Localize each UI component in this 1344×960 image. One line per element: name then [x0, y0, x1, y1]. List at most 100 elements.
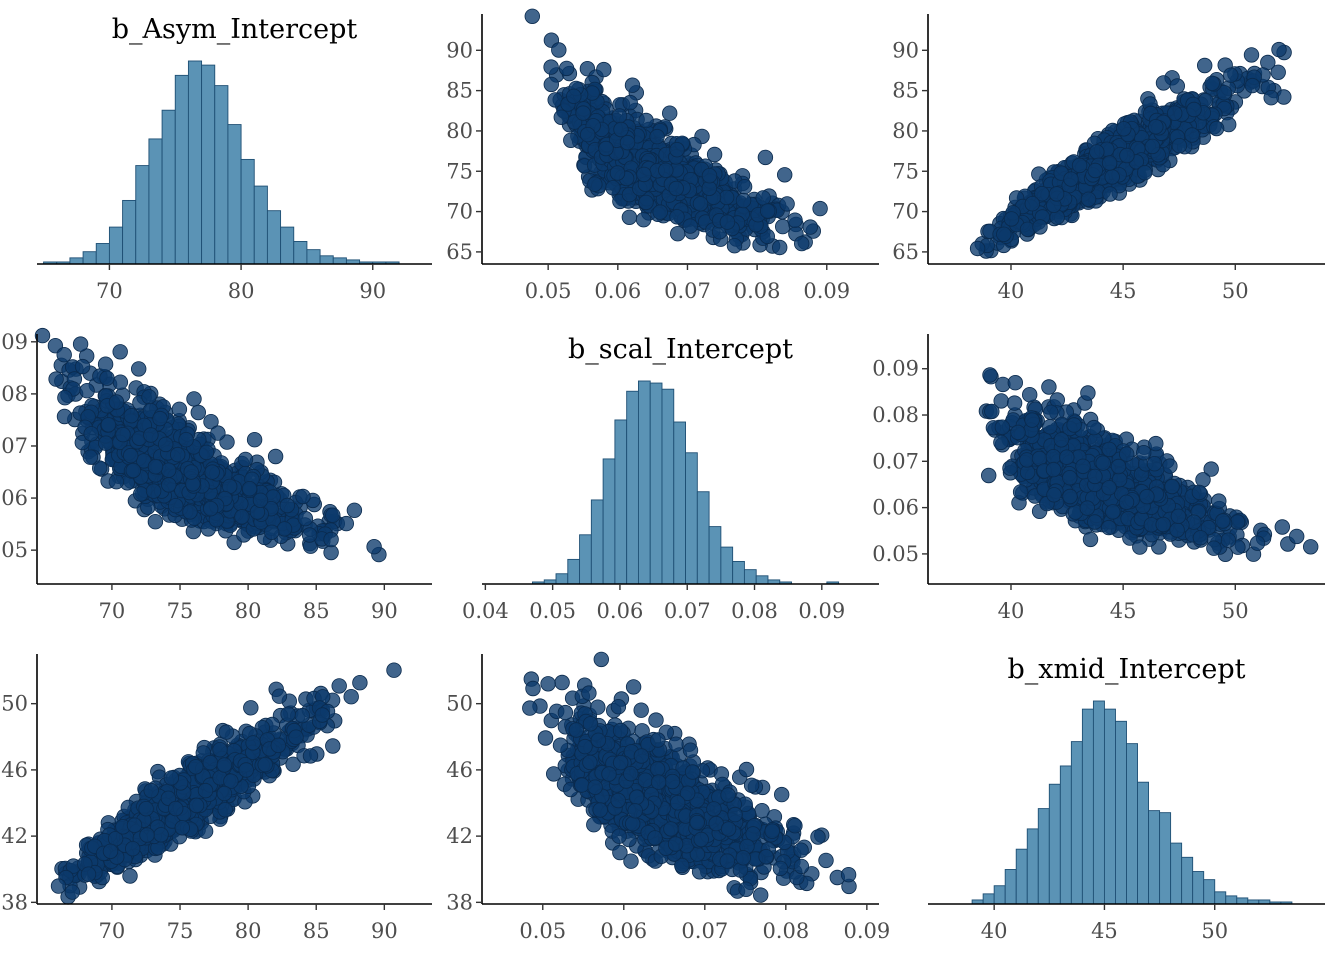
histogram-bar [69, 257, 84, 265]
scatter-point [638, 112, 654, 129]
scatter-point [1101, 441, 1118, 458]
scatter-point [125, 462, 142, 479]
scatter-point [325, 507, 341, 523]
scatter-point [566, 88, 582, 105]
scatter-point [1045, 461, 1062, 478]
histogram-bar [555, 573, 569, 585]
histogram-bar [579, 534, 592, 585]
scatter-point [56, 347, 72, 363]
y-tick-label: 0.08 [0, 382, 28, 406]
scatter-point [662, 105, 678, 121]
scatter-point [1032, 219, 1048, 235]
scatter-point [279, 497, 296, 514]
scatter-point [668, 180, 684, 197]
scatter-point [558, 60, 575, 77]
scatter-point [123, 408, 140, 424]
histogram-bar [253, 185, 268, 265]
scatter-point [1223, 67, 1239, 83]
histogram-bar [696, 491, 710, 585]
y-tick-label: 90 [892, 38, 919, 62]
scatter-point [580, 126, 596, 143]
scatter-point [331, 678, 347, 694]
scatter-point [132, 486, 149, 502]
scatter-point [1302, 539, 1319, 555]
histogram-bar [649, 382, 663, 585]
scatter-point [1184, 127, 1200, 143]
scatter-point [1288, 528, 1305, 545]
scatter-point [1105, 504, 1121, 520]
scatter-point [652, 204, 668, 220]
scatter-point [97, 356, 114, 372]
scatter-point [1249, 535, 1266, 551]
scatter-point [1243, 47, 1260, 63]
y-tick-label: 70 [892, 200, 919, 224]
y-tick-label: 0.05 [872, 542, 919, 566]
scatter-point [692, 196, 709, 212]
scatter-point [624, 77, 641, 93]
scatter-point [1006, 395, 1023, 411]
histogram-bar [661, 388, 675, 585]
histogram-bar [135, 165, 150, 265]
scatter-point [719, 214, 736, 230]
scatter-point [161, 477, 177, 493]
histogram-bar [227, 124, 242, 265]
scatter-point [1146, 456, 1163, 472]
scatter-point [969, 240, 986, 257]
scatter-point [1208, 120, 1225, 137]
scatter-point [74, 358, 91, 375]
x-tick-label: 50 [1222, 599, 1249, 623]
scatter-point [1136, 164, 1153, 181]
scatter-point [243, 700, 259, 716]
scatter-point [325, 738, 341, 754]
x-tick-label: 0.08 [734, 279, 781, 303]
scatter-point [56, 408, 73, 425]
scatter-point [323, 531, 339, 548]
y-tick-label: 65 [892, 240, 919, 264]
scatter-point [621, 209, 638, 226]
scatter-point [706, 146, 723, 163]
y-tick-label: 0.06 [0, 486, 28, 510]
scatter-point [1066, 417, 1082, 433]
histogram-bar [266, 210, 282, 265]
scatter-point [1101, 155, 1118, 171]
scatter-point [1132, 539, 1148, 555]
scatter-point [246, 432, 263, 448]
scatter-point [1274, 519, 1291, 535]
scatter-point [1244, 77, 1261, 94]
scatter-point [551, 42, 567, 58]
histogram-bar [755, 575, 769, 585]
y-tick-label: 75 [446, 159, 473, 183]
scatter-point [1204, 75, 1220, 92]
scatter-point [1271, 41, 1287, 58]
scatter-point [145, 483, 162, 499]
scatter-point [108, 474, 125, 490]
y-tick-label: 0.07 [0, 434, 28, 458]
scatter-point [812, 200, 828, 217]
scatter-point [622, 94, 638, 111]
histogram-bar [201, 64, 216, 265]
scatter-point [1102, 186, 1118, 202]
y-tick-label: 70 [446, 200, 473, 224]
scatter-point [543, 59, 559, 75]
scatter-point [982, 367, 998, 383]
scatter-point [670, 225, 686, 242]
scatter-point [1169, 522, 1185, 538]
scatter-point [115, 426, 131, 443]
scatter-point [772, 239, 788, 256]
scatter-point [1110, 458, 1127, 475]
scatter-point [1196, 57, 1213, 74]
scatter-point [267, 448, 284, 465]
scatter-point [1087, 468, 1103, 485]
scatter-point [183, 464, 199, 480]
x-tick-label: 40 [998, 279, 1025, 303]
scatter-point [1007, 375, 1024, 391]
scatter-point [1139, 488, 1155, 505]
scatter-point [82, 449, 99, 465]
scatter-point [186, 391, 202, 407]
histogram-bar [637, 380, 651, 585]
scatter-points [50, 662, 402, 905]
scatter-point [234, 509, 250, 525]
scatter-point [147, 459, 164, 475]
